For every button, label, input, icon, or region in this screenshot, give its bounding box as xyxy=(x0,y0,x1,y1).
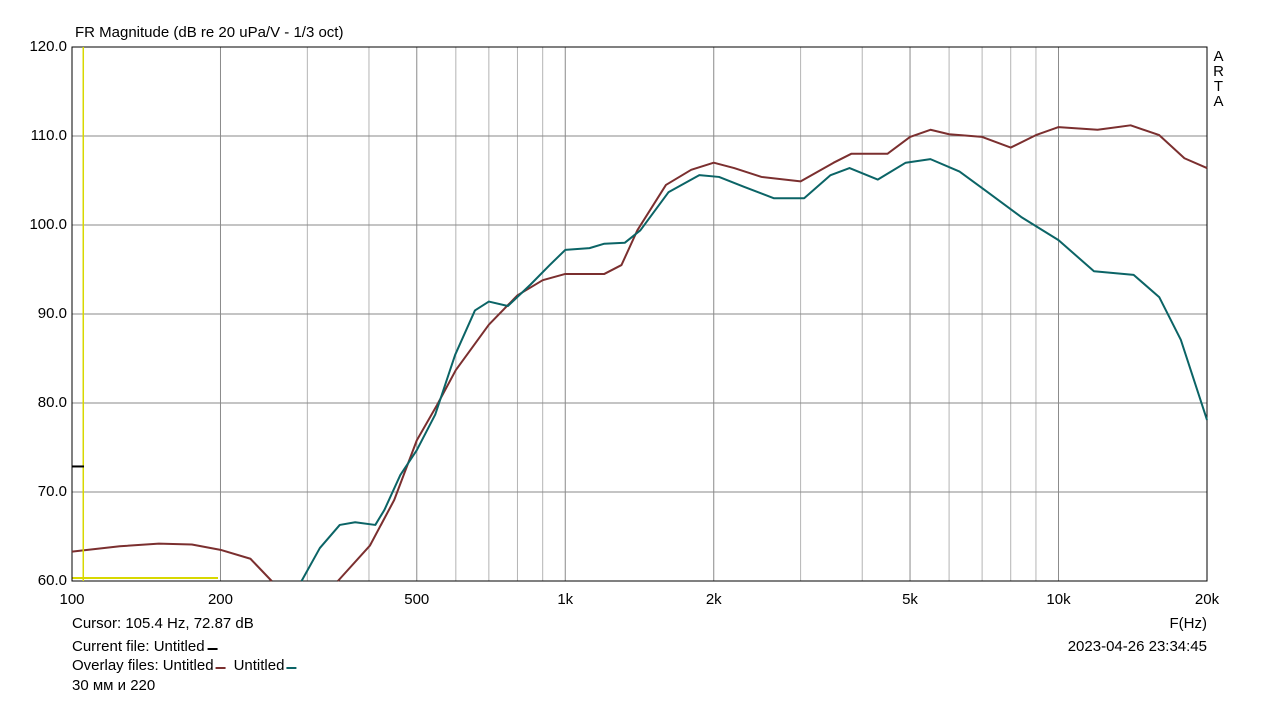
x-axis-label: F(Hz) xyxy=(1170,615,1208,632)
y-tick-label: 90.0 xyxy=(38,305,67,322)
series-line xyxy=(71,124,1208,582)
cursor-text: Cursor: 105.4 Hz, 72.87 dB xyxy=(72,615,254,632)
x-tick-label: 100 xyxy=(59,591,84,608)
y-tick-label: 120.0 xyxy=(29,38,67,55)
current-file: Current file: Untitled xyxy=(72,638,205,655)
timestamp: 2023-04-26 23:34:45 xyxy=(1068,638,1207,655)
overlay-label: Overlay files: xyxy=(72,657,159,674)
note: 30 мм и 220 xyxy=(72,677,155,694)
y-tick-label: 80.0 xyxy=(38,394,67,411)
y-tick-label: 60.0 xyxy=(38,572,67,589)
y-tick-label: 110.0 xyxy=(31,127,67,144)
legend-label: Untitled xyxy=(234,657,285,674)
chart-title: FR Magnitude (dB re 20 uPa/V - 1/3 oct) xyxy=(75,24,343,41)
y-tick-label: 70.0 xyxy=(38,483,67,500)
x-tick-label: 500 xyxy=(404,591,429,608)
x-tick-label: 1k xyxy=(557,591,573,608)
plot-frame xyxy=(71,46,1208,582)
legend-label: Untitled xyxy=(163,657,214,674)
y-tick-label: 100.0 xyxy=(29,216,67,233)
x-tick-label: 20k xyxy=(1195,591,1220,608)
watermark: ARTA xyxy=(1210,48,1227,108)
x-tick-label: 2k xyxy=(706,591,722,608)
x-tick-label: 10k xyxy=(1046,591,1071,608)
series-line xyxy=(300,158,1208,582)
x-tick-label: 200 xyxy=(208,591,233,608)
x-tick-label: 5k xyxy=(902,591,918,608)
